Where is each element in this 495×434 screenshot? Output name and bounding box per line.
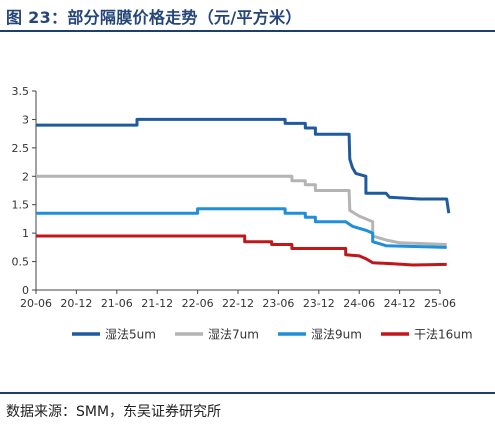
y-tick-label: 2: [22, 170, 29, 183]
x-tick-label: 21-06: [101, 297, 133, 310]
legend-label: 湿法5um: [105, 327, 156, 342]
y-tick-label: 3.5: [12, 85, 30, 98]
y-tick-label: 1: [22, 227, 29, 240]
source-note: 数据来源：SMM，东吴证券研究所: [6, 404, 222, 420]
page-title: 图 23：部分隔膜价格走势（元/平方米）: [6, 8, 302, 27]
chart-axes: 0 0.5 1 1.5 2 2.5 3 3.5 20-06 20-12 21-06 21-12 22-0…: [12, 85, 456, 310]
series-line-3: [36, 207, 447, 249]
series-line-2: [36, 174, 447, 246]
y-tick-label: 1.5: [12, 199, 30, 212]
series-line-1: [36, 117, 451, 214]
chart-series: [36, 117, 451, 267]
y-tick-label: 0.5: [12, 256, 30, 269]
x-tick-label: 24-06: [343, 297, 375, 310]
legend-label: 湿法7um: [208, 327, 259, 342]
series-line-4: [36, 234, 447, 267]
x-tick-label: 22-06: [182, 297, 214, 310]
x-tick-label: 24-12: [384, 297, 416, 310]
x-tick-label: 23-12: [303, 297, 335, 310]
legend-label: 湿法9um: [311, 327, 362, 342]
x-tick-label: 20-06: [20, 297, 52, 310]
y-tick-label: 3: [22, 113, 29, 126]
y-tick-label: 2.5: [12, 142, 30, 155]
legend-label: 干法16um: [414, 328, 473, 342]
x-tick-label: 20-12: [60, 297, 92, 310]
price-line-chart: 0 0.5 1 1.5 2 2.5 3 3.5 20-06 20-12 21-06 21-12 22-0…: [12, 85, 473, 342]
y-tick-label: 0: [22, 284, 29, 297]
x-tick-label: 23-06: [262, 297, 294, 310]
chart-legend: 湿法5um 湿法7um 湿法9um 干法16um: [72, 327, 473, 342]
x-tick-label: 25-06: [424, 297, 456, 310]
source-divider: [0, 392, 495, 394]
x-tick-label: 22-12: [222, 297, 254, 310]
x-tick-label: 21-12: [141, 297, 173, 310]
title-divider: [0, 30, 495, 32]
